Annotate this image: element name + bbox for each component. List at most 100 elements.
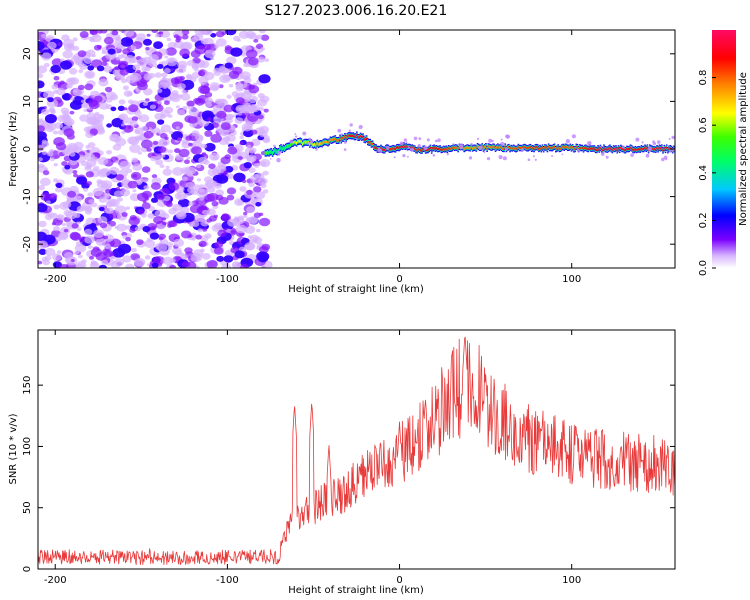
signal-core (375, 146, 377, 149)
noise-blob (64, 252, 74, 259)
x-tick-label: 0 (396, 274, 402, 285)
signal-core (341, 136, 344, 140)
noise-blob (172, 167, 184, 176)
noise-blob (230, 47, 243, 57)
noise-blob (118, 99, 126, 105)
signal-halo (671, 135, 675, 140)
noise-blob (88, 36, 94, 41)
signal-halo (426, 138, 430, 142)
signal-core (622, 148, 625, 151)
signal-halo (520, 148, 525, 152)
noise-blob (105, 189, 111, 194)
noise-blob (71, 223, 79, 229)
noise-blob (247, 95, 258, 104)
noise-blob (226, 134, 236, 142)
noise-blob (59, 264, 69, 268)
signal-core (399, 146, 402, 149)
signal-core (315, 144, 317, 147)
signal-core (608, 147, 610, 150)
noise-blob (128, 104, 139, 113)
signal-core (568, 146, 570, 149)
noise-blob (151, 262, 159, 268)
noise-blob (259, 245, 269, 254)
signal-core (586, 147, 588, 150)
noise-blob (57, 42, 62, 47)
signal-core (374, 146, 376, 149)
signal-halo (294, 135, 298, 138)
noise-blob (195, 234, 202, 240)
noise-blob (42, 170, 50, 176)
signal-halo (309, 139, 314, 144)
colorbar-ticks: 0.0 0.2 0.4 0.6 0.8 (698, 70, 716, 276)
noise-blob (164, 136, 169, 140)
noise-blob (142, 190, 152, 199)
noise-blob (126, 168, 133, 174)
signal-halo (402, 154, 406, 158)
noise-blob (248, 182, 255, 188)
noise-blob (132, 189, 137, 193)
noise-blob (38, 163, 45, 169)
noise-blob (177, 60, 188, 69)
signal-core (500, 146, 503, 149)
noise-blob (69, 159, 78, 166)
noise-blob (190, 36, 199, 43)
signal-core (581, 146, 584, 149)
signal-core (305, 141, 308, 144)
signal-core (332, 138, 334, 141)
x-tick-label: -100 (216, 274, 239, 285)
signal-core (571, 146, 574, 149)
signal-core (426, 149, 428, 152)
noise-blob (231, 91, 240, 97)
signal-core (269, 150, 271, 154)
signal-halo (471, 143, 473, 146)
signal-core (320, 142, 322, 145)
noise-blob (225, 141, 230, 145)
signal-core (470, 145, 473, 148)
noise-blob (56, 250, 62, 254)
signal-halo (289, 139, 294, 144)
signal-core (558, 147, 561, 151)
signal-core (417, 147, 420, 150)
noise-blob (79, 63, 88, 70)
signal-halo (571, 134, 577, 139)
noise-blob (162, 221, 167, 226)
signal-core (551, 147, 553, 150)
noise-blob (115, 56, 121, 61)
signal-halo (527, 158, 531, 161)
signal-core (485, 145, 487, 148)
signal-core (336, 139, 339, 142)
noise-blob (150, 182, 161, 190)
noise-blob (131, 157, 139, 163)
signal-core (380, 146, 382, 150)
noise-blob (241, 53, 247, 57)
noise-blob (88, 199, 95, 205)
noise-blob (177, 83, 186, 90)
noise-blob (156, 88, 163, 94)
noise-blob (177, 109, 186, 116)
signal-core (638, 148, 640, 151)
signal-core (297, 140, 299, 143)
noise-blob (151, 129, 156, 133)
noise-blob (157, 100, 163, 105)
noise-blob (144, 255, 151, 260)
noise-blob (143, 73, 153, 81)
noise-blob (175, 105, 180, 109)
signal-core (559, 147, 562, 150)
noise-blob (214, 98, 223, 105)
noise-blob (91, 54, 96, 58)
signal-core (596, 148, 598, 152)
noise-blob (127, 99, 134, 104)
noise-blob (158, 31, 164, 35)
signal-halo (403, 138, 408, 142)
noise-blob (162, 256, 174, 266)
signal-core (616, 149, 619, 152)
noise-blob (149, 232, 160, 240)
signal-core (424, 149, 427, 152)
noise-blob (56, 214, 65, 221)
signal-core (462, 146, 464, 149)
noise-blob (122, 85, 130, 91)
noise-blob (122, 255, 132, 263)
signal-core (535, 146, 538, 149)
signal-core (534, 146, 537, 149)
noise-blob (98, 196, 108, 203)
